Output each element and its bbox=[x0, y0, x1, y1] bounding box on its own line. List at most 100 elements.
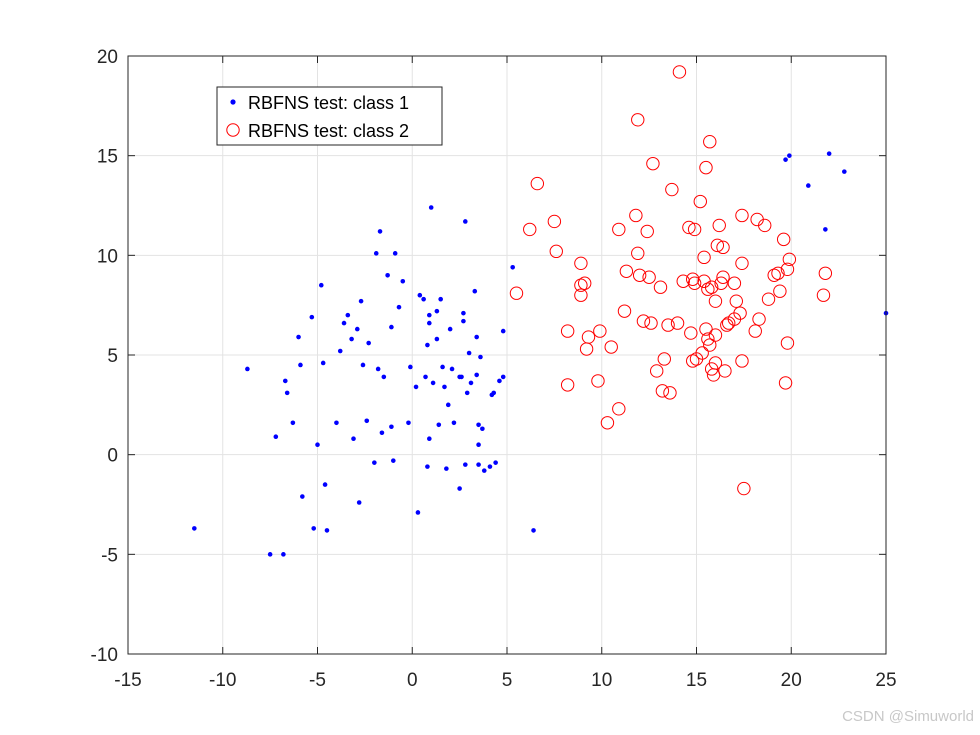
class2-point bbox=[701, 332, 715, 346]
class2-point bbox=[718, 364, 732, 378]
class1-point bbox=[406, 420, 411, 426]
class2-point bbox=[758, 218, 772, 233]
class1-point bbox=[377, 229, 383, 234]
class1-point bbox=[318, 282, 324, 288]
class2-point bbox=[547, 214, 562, 229]
class1-point bbox=[464, 390, 470, 396]
class1-point bbox=[282, 378, 288, 384]
class1-point bbox=[392, 251, 398, 256]
class2-point bbox=[771, 266, 785, 280]
class1-point bbox=[296, 334, 301, 340]
class1-point bbox=[322, 482, 328, 487]
y-tick-label: -10 bbox=[91, 645, 118, 666]
class1-point bbox=[427, 320, 432, 326]
y-tick-label: 5 bbox=[107, 346, 118, 367]
class2-point bbox=[693, 194, 707, 209]
watermark: CSDN @Simuworld bbox=[842, 708, 974, 725]
class1-point bbox=[425, 342, 430, 348]
x-tick-label: -10 bbox=[209, 670, 236, 691]
x-tick-label: 25 bbox=[875, 670, 896, 691]
class2-point bbox=[600, 416, 615, 430]
class1-point bbox=[315, 442, 320, 448]
class2-point bbox=[509, 286, 524, 300]
class2-point bbox=[577, 276, 592, 290]
class2-point bbox=[653, 280, 668, 294]
class1-point bbox=[531, 528, 536, 533]
class1-point bbox=[373, 251, 379, 256]
class2-point bbox=[780, 262, 795, 276]
class2-point bbox=[697, 274, 711, 288]
class2-point bbox=[593, 324, 607, 338]
class1-point bbox=[487, 464, 493, 469]
class1-point bbox=[438, 296, 443, 302]
legend-box bbox=[216, 86, 443, 146]
x-tick-label: -15 bbox=[114, 670, 141, 691]
class1-point bbox=[787, 153, 792, 158]
class2-point bbox=[612, 222, 626, 237]
class1-point bbox=[267, 552, 273, 557]
class2-point bbox=[727, 276, 742, 290]
class2-point bbox=[646, 156, 660, 171]
class1-point bbox=[449, 366, 455, 372]
x-tick-label: 10 bbox=[591, 670, 612, 691]
class2-point bbox=[816, 288, 831, 302]
class1-point bbox=[358, 298, 364, 304]
class2-point bbox=[632, 268, 647, 282]
class1-point bbox=[354, 326, 360, 332]
legend-class1-marker bbox=[230, 99, 236, 105]
class1-point bbox=[472, 288, 478, 294]
class1-point bbox=[806, 183, 811, 188]
class2-point bbox=[752, 312, 766, 326]
class1-point bbox=[466, 350, 472, 356]
class1-point bbox=[385, 272, 390, 278]
class1-point bbox=[192, 526, 197, 531]
class1-point bbox=[337, 348, 343, 354]
class2-point bbox=[644, 316, 658, 330]
class1-point bbox=[284, 390, 290, 396]
y-tick-label: -5 bbox=[101, 545, 118, 566]
class2-point bbox=[710, 238, 725, 253]
class2-point bbox=[714, 276, 728, 290]
class1-point bbox=[400, 278, 406, 284]
class2-point bbox=[708, 356, 723, 370]
class2-point bbox=[750, 212, 764, 227]
class1-point bbox=[408, 364, 413, 370]
class1-point bbox=[474, 372, 479, 378]
class2-point bbox=[686, 354, 700, 368]
class2-point bbox=[631, 113, 645, 127]
class1-point bbox=[345, 312, 351, 318]
y-tick-label: 20 bbox=[97, 47, 118, 68]
class1-point bbox=[324, 528, 330, 533]
class2-point bbox=[695, 346, 709, 360]
class1-point bbox=[273, 434, 279, 440]
class2-point bbox=[776, 232, 791, 247]
class1-point bbox=[425, 464, 430, 469]
class2-point bbox=[549, 244, 563, 259]
class2-point bbox=[782, 252, 797, 267]
class1-point bbox=[451, 420, 457, 426]
class2-point bbox=[780, 336, 795, 350]
class1-point bbox=[476, 442, 481, 448]
class2-point bbox=[708, 294, 723, 308]
class1-point bbox=[379, 430, 385, 436]
class2-point bbox=[687, 276, 702, 290]
class1-point bbox=[474, 334, 479, 340]
class2-point bbox=[672, 65, 687, 79]
class2-point bbox=[591, 374, 605, 388]
class2-point bbox=[619, 264, 634, 278]
class2-point bbox=[729, 294, 743, 308]
class2-point bbox=[687, 222, 702, 237]
class1-point bbox=[309, 314, 315, 320]
class2-point bbox=[735, 354, 749, 368]
class1-point bbox=[461, 310, 466, 316]
class2-point bbox=[636, 314, 651, 328]
class1-point bbox=[415, 510, 421, 515]
class1-point bbox=[493, 460, 498, 465]
class1-point bbox=[476, 422, 481, 428]
class2-point bbox=[767, 268, 781, 282]
class2-point bbox=[612, 402, 626, 416]
class1-point bbox=[491, 390, 497, 396]
class2-point bbox=[701, 282, 715, 296]
class1-point bbox=[481, 468, 487, 473]
